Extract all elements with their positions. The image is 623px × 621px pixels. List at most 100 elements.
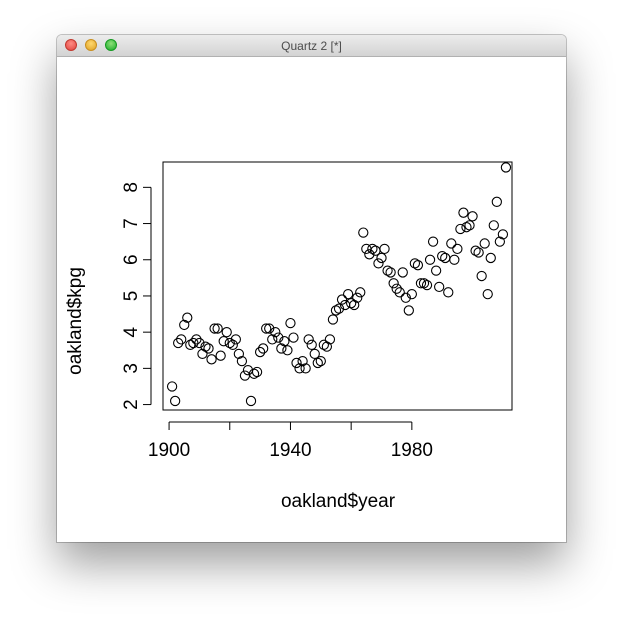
data-point	[254, 346, 266, 358]
data-point	[294, 363, 305, 374]
data-point	[191, 334, 202, 345]
y-axis: 2 3 4 5 6 7 8	[121, 182, 152, 410]
data-points	[166, 162, 512, 407]
data-point	[437, 250, 448, 262]
data-point	[424, 254, 436, 265]
data-point	[273, 332, 284, 343]
data-point	[212, 323, 223, 334]
x-axis: 1900 1940 1980	[148, 421, 433, 461]
data-point	[446, 238, 457, 249]
x-tick-label: 1900	[148, 440, 190, 461]
y-tick-label: 7	[121, 218, 142, 229]
data-point	[452, 243, 463, 255]
data-point	[176, 334, 187, 345]
y-tick-label: 5	[121, 291, 142, 302]
title-bar[interactable]: Quartz 2 [*]	[57, 35, 566, 57]
data-point	[373, 258, 384, 269]
data-point	[300, 363, 311, 374]
data-point	[434, 281, 445, 293]
data-point	[476, 270, 487, 282]
data-point	[179, 319, 190, 331]
data-point	[197, 348, 208, 360]
data-point	[421, 279, 433, 291]
data-point	[236, 355, 248, 367]
data-point	[412, 260, 424, 271]
y-tick-label: 2	[121, 399, 142, 410]
minimize-window-button[interactable]	[85, 39, 97, 51]
data-point	[261, 323, 272, 334]
data-point	[336, 294, 348, 305]
data-point	[355, 287, 366, 298]
window-title: Quartz 2 [*]	[281, 39, 342, 53]
data-point	[346, 298, 357, 309]
data-point	[188, 337, 199, 349]
data-point	[485, 252, 496, 264]
data-point	[267, 334, 278, 345]
data-point	[291, 357, 302, 369]
data-point	[233, 348, 245, 360]
data-point	[215, 350, 226, 361]
data-point	[409, 258, 421, 269]
data-point	[376, 252, 387, 264]
data-point	[352, 292, 363, 303]
data-point	[312, 357, 323, 369]
data-point	[264, 323, 275, 334]
data-point	[309, 348, 320, 360]
data-point	[303, 334, 314, 345]
data-point	[397, 267, 408, 278]
data-point	[382, 265, 393, 276]
data-point	[239, 370, 251, 381]
data-point	[455, 223, 466, 235]
data-point	[297, 355, 308, 367]
data-point	[364, 249, 375, 260]
scatter-plot: 1900 1940 1980 2 3 4 5 6 7 8 oakland$year oaklan…	[65, 161, 513, 512]
data-point	[406, 288, 418, 300]
data-point	[221, 327, 232, 338]
data-point	[461, 222, 472, 233]
x-tick-label: 1980	[391, 440, 433, 461]
x-axis-label: oakland$year	[281, 491, 396, 512]
data-point	[418, 278, 430, 289]
x-tick-label: 1940	[269, 440, 311, 461]
data-point	[227, 339, 238, 350]
data-point	[333, 303, 345, 314]
data-point	[209, 323, 220, 334]
plot-frame	[162, 161, 513, 411]
y-tick-label: 6	[121, 254, 142, 265]
data-point	[488, 220, 499, 231]
y-tick-label: 3	[121, 363, 142, 374]
data-point	[169, 395, 181, 407]
data-point	[400, 292, 411, 303]
data-point	[248, 368, 260, 379]
data-point	[379, 243, 390, 255]
data-point	[430, 265, 442, 276]
data-point	[367, 243, 378, 255]
data-point	[318, 339, 329, 350]
data-point	[500, 162, 512, 173]
data-point	[279, 336, 290, 347]
data-point	[166, 381, 178, 392]
data-point	[358, 227, 369, 238]
data-point	[394, 287, 405, 298]
data-point	[327, 314, 339, 325]
close-window-button[interactable]	[65, 39, 77, 51]
data-point	[218, 336, 229, 347]
data-point	[206, 354, 217, 365]
data-point	[427, 236, 439, 247]
data-point	[473, 247, 484, 258]
data-point	[282, 345, 293, 356]
data-point	[330, 305, 342, 316]
data-point	[315, 355, 326, 367]
data-point	[403, 305, 414, 316]
y-tick-label: 8	[121, 182, 142, 193]
zoom-window-button[interactable]	[105, 39, 117, 51]
data-point	[458, 207, 469, 218]
data-point	[276, 343, 287, 354]
data-point	[270, 327, 281, 338]
data-point	[230, 334, 241, 345]
data-point	[288, 332, 299, 343]
data-point	[391, 283, 402, 294]
data-point	[245, 395, 257, 407]
data-point	[200, 341, 211, 352]
y-axis-label: oakland$kpg	[65, 267, 86, 375]
